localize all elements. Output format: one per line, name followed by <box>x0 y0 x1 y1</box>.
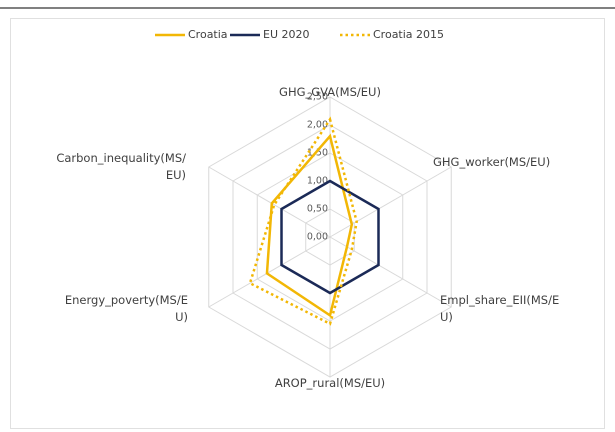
spoke <box>329 166 452 238</box>
tick-label: 1,00 <box>307 176 328 187</box>
legend-label: Croatia 2015 <box>373 28 444 41</box>
series-line <box>280 179 380 295</box>
axis-label: Empl_share_EII(MS/EU) <box>440 293 560 324</box>
legend-label: EU 2020 <box>263 28 310 41</box>
spoke <box>208 236 331 308</box>
spoke <box>208 166 331 238</box>
spoke <box>329 236 452 308</box>
tick-label: 2,00 <box>307 120 328 131</box>
axis-label: GHG_GVA(MS/EU) <box>279 85 381 99</box>
axis-label: AROP_rural(MS/EU) <box>274 376 386 390</box>
axis-label: GHG_worker(MS/EU) <box>433 155 551 169</box>
legend-label: Croatia <box>188 28 228 41</box>
tick-label: 2,50 <box>307 92 328 103</box>
axis-label: Carbon_inequality(MS/EU) <box>56 151 186 182</box>
tick-label: 0,50 <box>307 204 328 215</box>
series-line <box>248 116 358 326</box>
tick-label: 0,00 <box>307 232 328 243</box>
tick-label: 1,50 <box>307 148 328 159</box>
series-line <box>265 133 354 318</box>
axis-label: Energy_poverty(MS/EU) <box>64 293 188 324</box>
chart-frame <box>10 18 605 429</box>
